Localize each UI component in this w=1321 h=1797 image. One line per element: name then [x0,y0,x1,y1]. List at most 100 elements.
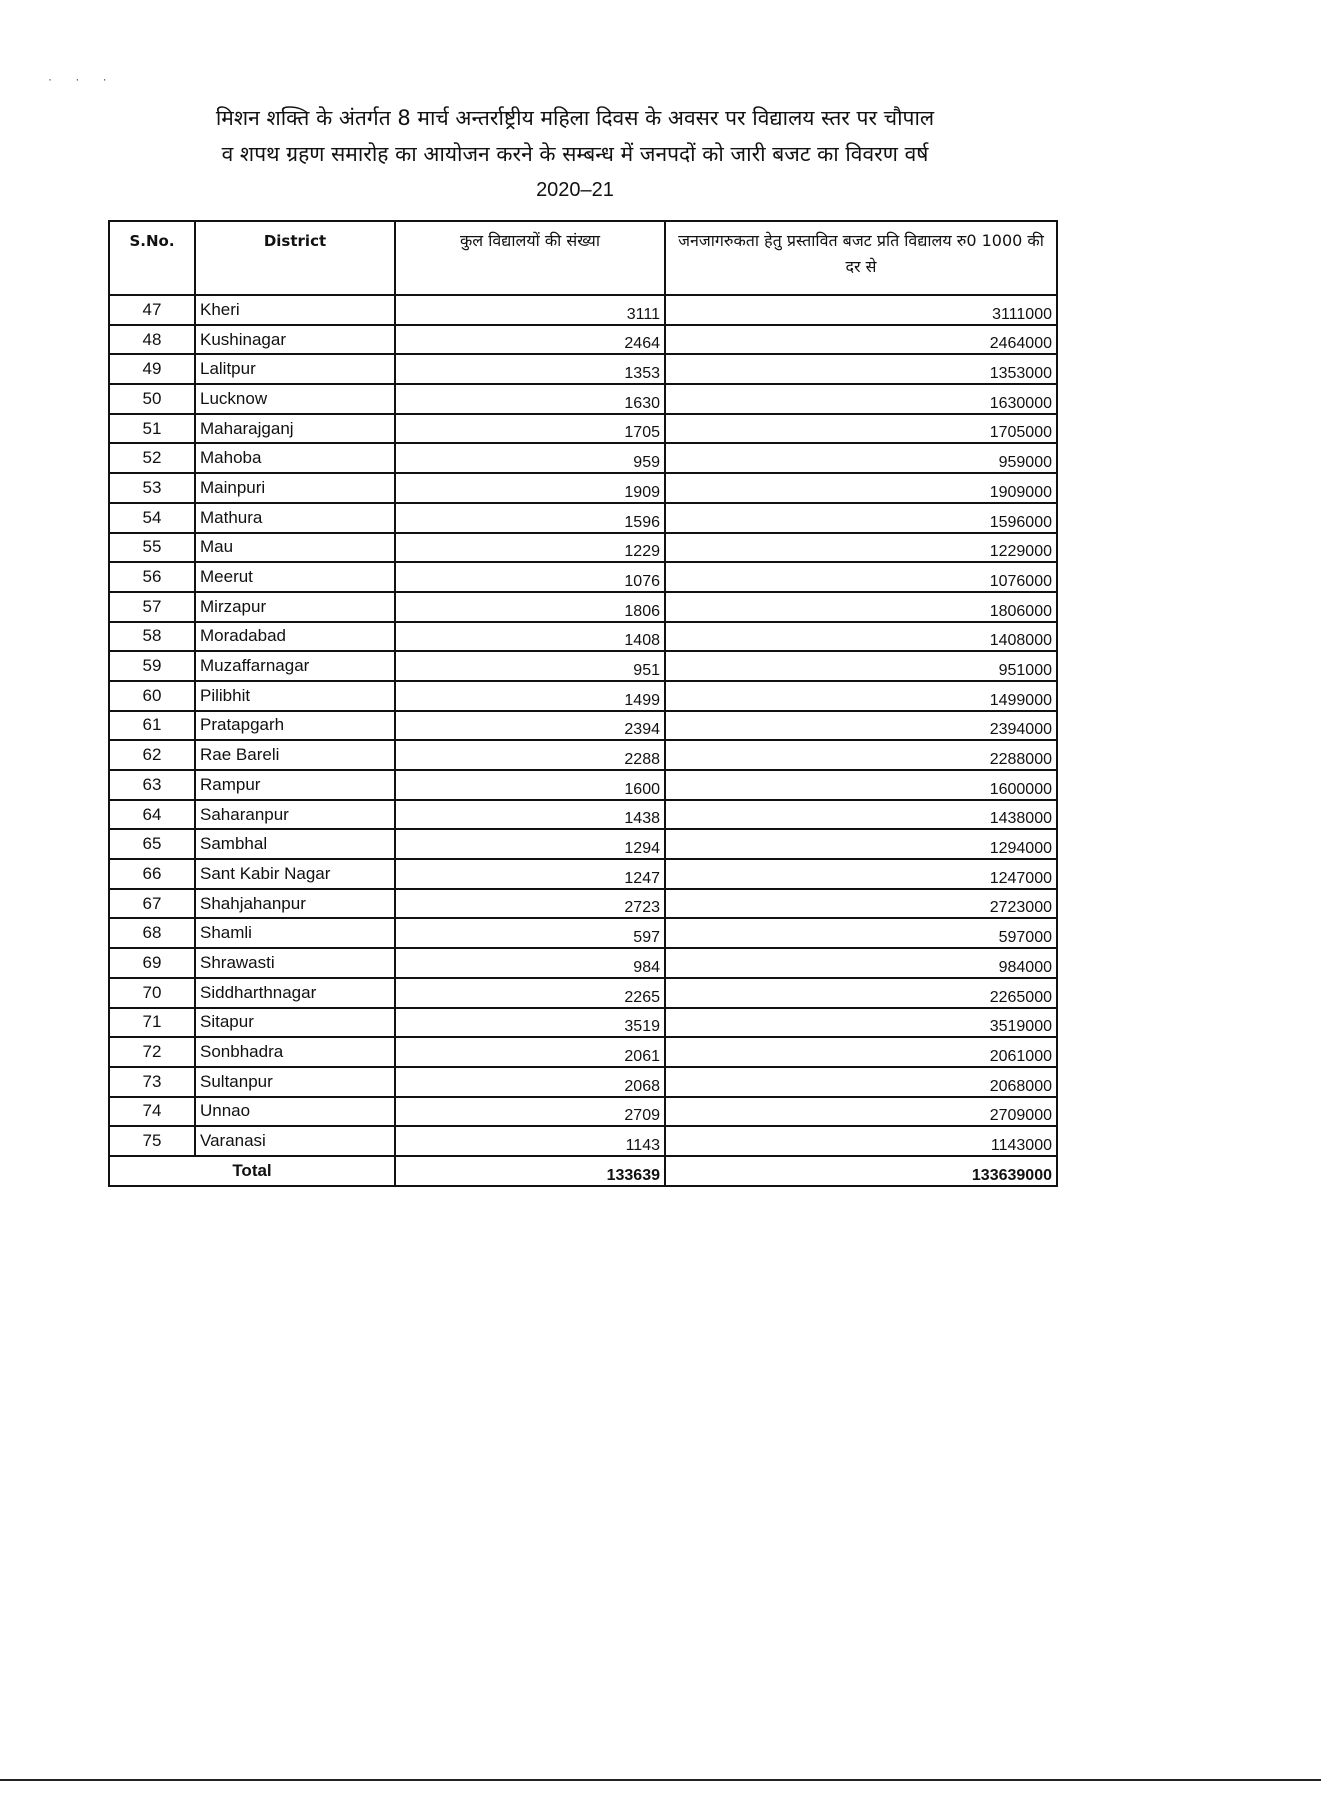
cell-budget: 2068000 [664,1065,1058,1098]
cell-total-schools: 1806 [394,590,666,623]
cell-district: Lucknow [194,383,396,415]
cell-total-schools: 1353 [394,353,666,386]
cell-district: Sant Kabir Nagar [194,858,396,890]
table-row: 49 Lalitpur 1353 1353000 [108,353,1058,386]
page-bottom-rule [0,1779,1321,1781]
cell-budget: 1229000 [664,531,1058,564]
cell-district: Rae Bareli [194,739,396,771]
cell-total-schools: 1600 [394,769,666,801]
cell-sno: 55 [108,531,196,564]
cell-total-schools: 959 [394,442,666,475]
cell-budget: 3111000 [664,294,1058,326]
table-row: 64 Saharanpur 1438 1438000 [108,798,1058,831]
cell-total-schools: 2723 [394,887,666,920]
cell-budget: 2265000 [664,976,1058,1009]
cell-district: Shahjahanpur [194,887,396,920]
cell-budget: 1408000 [664,620,1058,653]
table-row: 68 Shamli 597 597000 [108,917,1058,950]
title-line-1: मिशन शक्ति के अंतर्गत 8 मार्च अन्तर्राष्… [215,106,935,130]
cell-sno: 68 [108,917,196,950]
cell-district: Mainpuri [194,472,396,504]
table-row: 75 Varanasi 1143 1143000 [108,1125,1058,1157]
total-budget: 133639000 [664,1154,1058,1187]
cell-sno: 47 [108,294,196,326]
cell-total-schools: 3519 [394,1006,666,1039]
cell-total-schools: 1438 [394,798,666,831]
cell-total-schools: 951 [394,650,666,682]
cell-budget: 1705000 [664,412,1058,445]
cell-district: Kushinagar [194,323,396,356]
cell-district: Lalitpur [194,353,396,386]
table-row: 72 Sonbhadra 2061 2061000 [108,1036,1058,1068]
scan-marks: · · · [48,72,117,86]
header-proposed-budget: जनजागरुकता हेतु प्रस्तावित बजट प्रति विद… [664,220,1058,296]
cell-sno: 57 [108,590,196,623]
cell-budget: 959000 [664,442,1058,475]
cell-sno: 52 [108,442,196,475]
cell-budget: 2709000 [664,1095,1058,1128]
title-year: 2020–21 [536,179,614,201]
cell-district: Maharajganj [194,412,396,445]
cell-budget: 1143000 [664,1125,1058,1157]
header-district: District [194,220,396,296]
cell-district: Moradabad [194,620,396,653]
table-row: 59 Muzaffarnagar 951 951000 [108,650,1058,682]
cell-total-schools: 1229 [394,531,666,564]
cell-total-schools: 2288 [394,739,666,771]
cell-total-schools: 1630 [394,383,666,415]
table-header-row: S.No. District कुल विद्यालयों की संख्या … [108,220,1058,296]
cell-district: Sultanpur [194,1065,396,1098]
cell-budget: 1600000 [664,769,1058,801]
cell-district: Mahoba [194,442,396,475]
cell-district: Pilibhit [194,679,396,712]
cell-district: Unnao [194,1095,396,1128]
cell-sno: 74 [108,1095,196,1128]
table-row: 53 Mainpuri 1909 1909000 [108,472,1058,504]
table-row: 74 Unnao 2709 2709000 [108,1095,1058,1128]
cell-sno: 70 [108,976,196,1009]
total-schools: 133639 [394,1154,666,1187]
document-title: मिशन शक्ति के अंतर्गत 8 मार्च अन्तर्राष्… [95,100,1055,208]
cell-total-schools: 1705 [394,412,666,445]
table-row: 52 Mahoba 959 959000 [108,442,1058,475]
cell-total-schools: 2709 [394,1095,666,1128]
cell-total-schools: 2061 [394,1036,666,1068]
title-line-2: व शपथ ग्रहण समारोह का आयोजन करने के सम्ब… [221,142,929,166]
cell-budget: 1438000 [664,798,1058,831]
cell-budget: 2288000 [664,739,1058,771]
cell-sno: 59 [108,650,196,682]
cell-budget: 1076000 [664,561,1058,593]
table-row: 62 Rae Bareli 2288 2288000 [108,739,1058,771]
cell-sno: 72 [108,1036,196,1068]
cell-sno: 69 [108,947,196,979]
cell-district: Sambhal [194,828,396,861]
cell-district: Saharanpur [194,798,396,831]
cell-sno: 54 [108,501,196,534]
cell-district: Meerut [194,561,396,593]
cell-total-schools: 1247 [394,858,666,890]
cell-sno: 62 [108,739,196,771]
table-row: 63 Rampur 1600 1600000 [108,769,1058,801]
cell-budget: 951000 [664,650,1058,682]
cell-total-schools: 1143 [394,1125,666,1157]
cell-budget: 1247000 [664,858,1058,890]
cell-budget: 1499000 [664,679,1058,712]
cell-sno: 75 [108,1125,196,1157]
cell-sno: 51 [108,412,196,445]
table-row: 57 Mirzapur 1806 1806000 [108,590,1058,623]
cell-total-schools: 2394 [394,709,666,742]
cell-district: Kheri [194,294,396,326]
table-row: 48 Kushinagar 2464 2464000 [108,323,1058,356]
cell-budget: 984000 [664,947,1058,979]
cell-sno: 60 [108,679,196,712]
cell-sno: 66 [108,858,196,890]
cell-budget: 2723000 [664,887,1058,920]
table-row: 51 Maharajganj 1705 1705000 [108,412,1058,445]
table-row: 55 Mau 1229 1229000 [108,531,1058,564]
table-row: 66 Sant Kabir Nagar 1247 1247000 [108,858,1058,890]
cell-sno: 71 [108,1006,196,1039]
cell-total-schools: 3111 [394,294,666,326]
cell-district: Muzaffarnagar [194,650,396,682]
cell-district: Pratapgarh [194,709,396,742]
cell-budget: 2464000 [664,323,1058,356]
